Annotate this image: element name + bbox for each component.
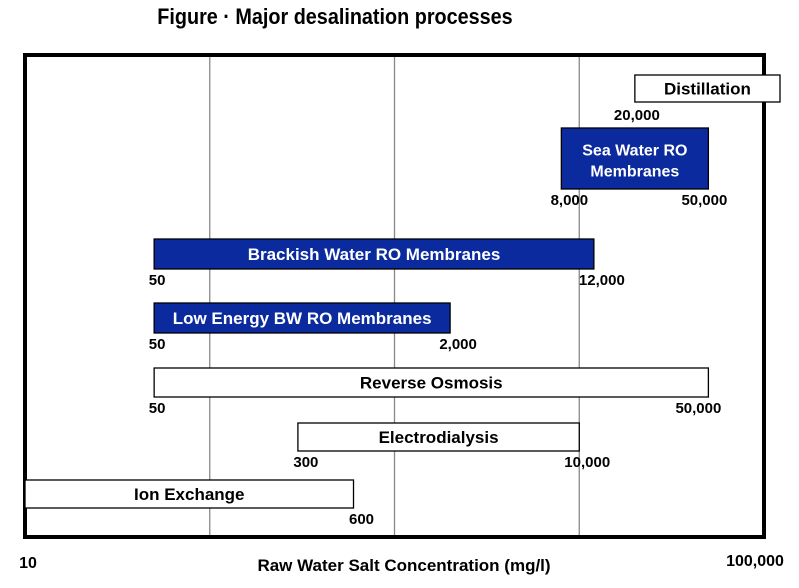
bar-label: Distillation <box>664 80 751 99</box>
start-value-label: 20,000 <box>614 107 660 124</box>
start-value-label: 8,000 <box>551 192 589 209</box>
range-bar <box>297 422 580 452</box>
bar-label: Ion Exchange <box>134 485 245 504</box>
range-bar <box>634 74 781 103</box>
range-bar <box>24 479 355 509</box>
range-bar <box>560 127 710 190</box>
bar-label: Reverse Osmosis <box>360 374 503 393</box>
end-value-label: 2,000 <box>439 336 477 353</box>
end-value-label: 50,000 <box>681 192 727 209</box>
end-value-label: 10,000 <box>564 454 610 471</box>
end-value-label: 600 <box>349 511 374 528</box>
range-bar <box>153 367 710 398</box>
x-tick-label: 100,000 <box>726 553 784 570</box>
end-value-label: 50,000 <box>675 400 721 417</box>
x-tick-label: 10 <box>19 555 37 572</box>
bar-label: Sea Water RO Membranes <box>582 143 687 181</box>
start-value-label: 300 <box>293 454 318 471</box>
start-value-label: 50 <box>149 272 166 289</box>
start-value-label: 50 <box>149 336 166 353</box>
x-axis-label: Raw Water Salt Concentration (mg/l) <box>257 556 550 575</box>
bar-label: Low Energy BW RO Membranes <box>173 309 432 328</box>
range-bar <box>153 238 595 270</box>
range-bar <box>153 302 451 334</box>
bar-label: Brackish Water RO Membranes <box>248 245 501 264</box>
bar-label: Electrodialysis <box>379 428 499 447</box>
start-value-label: 50 <box>149 400 166 417</box>
plot-frame <box>23 53 766 539</box>
end-value-label: 12,000 <box>579 272 625 289</box>
chart-title: Figure · Major desalination processes <box>157 4 513 29</box>
